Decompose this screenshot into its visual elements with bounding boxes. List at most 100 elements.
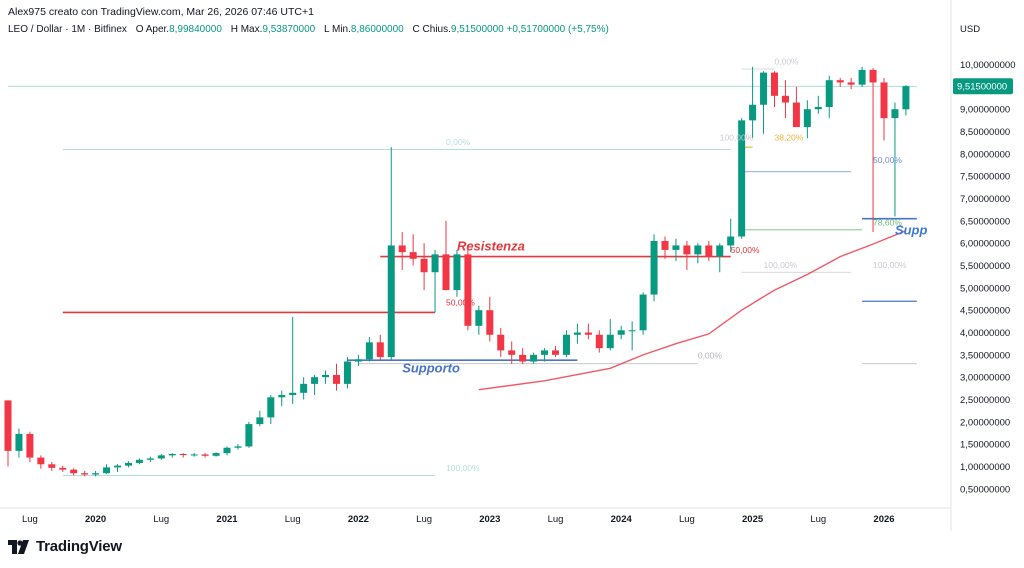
candle-2020-01[interactable] [92, 470, 100, 477]
fib-label-0-top[interactable]: 0,00% [775, 57, 800, 67]
candle-2021-03[interactable] [245, 421, 253, 448]
fib-label-100-bottom[interactable]: 100,00% [446, 463, 480, 473]
candle-2021-01[interactable] [223, 446, 231, 456]
candle-2022-12[interactable] [475, 305, 483, 335]
candle-2020-04[interactable] [124, 461, 132, 468]
candle-2020-07[interactable] [157, 454, 165, 460]
candle-2024-07[interactable] [683, 240, 691, 270]
candle-2021-04[interactable] [256, 410, 264, 427]
candle-2024-11[interactable] [727, 218, 735, 253]
candle-2026-02[interactable] [891, 102, 899, 217]
candle-2025-06[interactable] [803, 100, 811, 139]
candle-2022-10[interactable] [453, 249, 461, 297]
candle-2025-08[interactable] [825, 75, 833, 119]
fib-label-100-mid[interactable]: 100,00% [764, 260, 798, 270]
candle-2022-08[interactable] [431, 249, 439, 313]
candle-2020-06[interactable] [146, 456, 154, 463]
candle-2022-04[interactable] [387, 147, 395, 361]
candle-2022-02[interactable] [365, 336, 373, 362]
candle-2021-08[interactable] [300, 377, 308, 400]
candle-2024-06[interactable] [672, 238, 680, 262]
candle-2022-07[interactable] [420, 243, 428, 291]
candle-2020-02[interactable] [103, 464, 111, 475]
candle-2019-11[interactable] [70, 468, 78, 476]
candle-2025-07[interactable] [814, 95, 822, 114]
candle-2019-08[interactable] [37, 455, 45, 469]
candle-2019-10[interactable] [59, 465, 67, 472]
candle-2025-10[interactable] [847, 77, 855, 90]
candle-2021-02[interactable] [234, 444, 242, 450]
fib-label-0-bottom[interactable]: 0,00% [698, 350, 723, 360]
candle-2020-03[interactable] [114, 464, 121, 472]
candle-2021-05[interactable] [267, 395, 275, 425]
supporto-label[interactable]: Supporto [402, 361, 460, 376]
candle-2020-05[interactable] [135, 458, 143, 465]
candle-2021-11[interactable] [333, 363, 340, 391]
fib-label-50-right[interactable]: 50,00% [873, 155, 902, 165]
tradingview-brand[interactable]: TradingView [8, 538, 122, 555]
candle-2026-03[interactable] [902, 85, 910, 116]
candle-2023-07[interactable] [552, 345, 559, 358]
candle-2019-12[interactable] [81, 470, 89, 477]
candle-2024-02[interactable] [628, 321, 636, 351]
resistenza-label[interactable]: Resistenza [457, 238, 525, 253]
fib-label-100-right[interactable]: 100,00% [873, 260, 907, 270]
symbol-name[interactable]: LEO / Dollar · 1M · Bitfinex [8, 24, 127, 35]
candle-2025-12[interactable] [869, 68, 877, 233]
candle-2024-10[interactable] [716, 243, 724, 273]
candle-2023-08[interactable] [562, 330, 570, 358]
candle-2023-11[interactable] [595, 330, 603, 353]
candle-2022-01[interactable] [354, 354, 362, 367]
candle-2022-05[interactable] [398, 232, 406, 270]
candle-2026-01[interactable] [880, 77, 888, 141]
candle-2024-05[interactable] [661, 236, 669, 259]
candle-2023-09[interactable] [573, 323, 581, 344]
candle-2020-10[interactable] [190, 453, 198, 457]
candle-2020-08[interactable] [168, 453, 176, 458]
candle-2023-04[interactable] [519, 348, 527, 364]
fib-label-38[interactable]: 38,20% [775, 132, 804, 142]
fib-label-78[interactable]: 78,60% [873, 217, 902, 227]
candle-2021-09[interactable] [311, 374, 319, 396]
candle-2025-03[interactable] [771, 71, 778, 107]
candle-2023-10[interactable] [584, 323, 592, 340]
candle-2024-03[interactable] [639, 292, 647, 335]
candle-2024-01[interactable] [617, 325, 625, 340]
candle-2019-05[interactable] [4, 400, 12, 467]
candle-2023-05[interactable] [530, 352, 538, 364]
candle-2021-07[interactable] [289, 316, 297, 404]
candle-2024-04[interactable] [650, 234, 658, 302]
candle-2025-02[interactable] [760, 71, 768, 134]
fib-label-50-resistance[interactable]: 50,00% [446, 298, 475, 308]
candle-2021-12[interactable] [343, 357, 351, 389]
candle-2024-12[interactable] [738, 118, 746, 239]
candle-2019-09[interactable] [48, 462, 56, 471]
candle-2020-11[interactable] [201, 453, 209, 458]
candle-2020-09[interactable] [179, 453, 187, 458]
candle-2024-09[interactable] [705, 240, 713, 262]
fib-label-50-mid[interactable]: 50,00% [731, 245, 760, 255]
candle-2025-04[interactable] [781, 80, 789, 119]
candle-2025-11[interactable] [858, 66, 866, 87]
moving-average-line[interactable] [478, 230, 907, 391]
candle-2025-09[interactable] [836, 77, 844, 87]
candle-2021-10[interactable] [322, 370, 330, 384]
candle-2020-12[interactable] [212, 452, 220, 457]
candle-2023-06[interactable] [541, 348, 549, 362]
candle-2023-03[interactable] [508, 341, 516, 364]
candle-2023-12[interactable] [606, 319, 614, 351]
candle-2023-01[interactable] [486, 296, 494, 342]
candle-2019-07[interactable] [26, 431, 34, 463]
candle-2025-01[interactable] [749, 66, 757, 139]
candle-2022-11[interactable] [464, 249, 472, 331]
candle-2024-08[interactable] [694, 243, 702, 264]
candle-2022-09[interactable] [442, 220, 450, 291]
fib-label-0-top-left[interactable]: 0,00% [446, 137, 471, 147]
candle-2023-02[interactable] [497, 328, 505, 358]
supporto-label-right[interactable]: Supp [895, 222, 928, 237]
candle-2019-06[interactable] [15, 428, 23, 458]
candle-2022-03[interactable] [376, 334, 384, 361]
candle-2022-06[interactable] [409, 234, 417, 266]
fib-label-100-top[interactable]: 100,00% [720, 132, 754, 142]
